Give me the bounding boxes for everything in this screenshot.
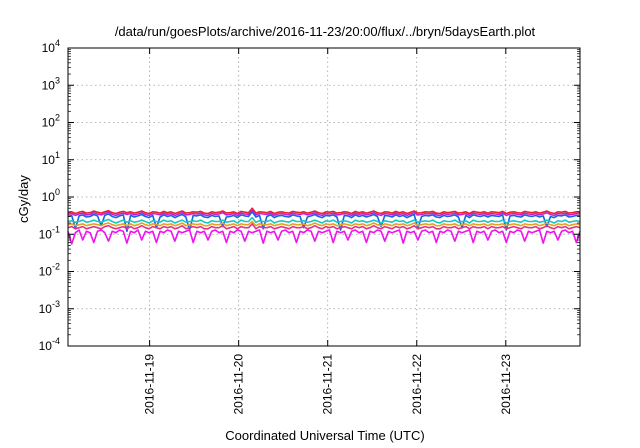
y-axis-label: cGy/day xyxy=(16,175,31,223)
y-tick-label: 104 xyxy=(42,38,60,55)
ticks-layer xyxy=(68,47,580,347)
x-tick-label: 2016-11-19 xyxy=(143,354,157,415)
series-line-7 xyxy=(67,229,581,245)
y-tick-label: 103 xyxy=(42,75,60,92)
y-tick-label: 10-2 xyxy=(39,262,60,279)
y-tick-label: 102 xyxy=(42,113,60,130)
x-tick-label: 2016-11-22 xyxy=(410,354,424,415)
y-tick-label: 101 xyxy=(42,150,60,167)
y-tick-label: 10-3 xyxy=(39,299,60,316)
y-tick-label: 10-4 xyxy=(39,336,60,353)
grid-layer xyxy=(68,48,580,346)
y-tick-label: 100 xyxy=(42,187,60,204)
y-tick-label: 10-1 xyxy=(39,224,60,241)
x-tick-label: 2016-11-20 xyxy=(232,354,246,415)
x-axis-label: Coordinated Universal Time (UTC) xyxy=(225,428,424,443)
x-tick-label: 2016-11-23 xyxy=(499,354,513,415)
series-line-4 xyxy=(67,216,581,224)
labels-layer: 10-4 10-3 10-2 10-1 100 101 102 103 104 2016-11-1… xyxy=(39,38,513,415)
series-line-6 xyxy=(67,223,581,230)
series-line-1 xyxy=(67,207,581,215)
series-line-2 xyxy=(67,209,581,217)
series-line-3 xyxy=(67,211,581,233)
x-tick-label: 2016-11-21 xyxy=(321,354,335,415)
series-line-5 xyxy=(67,220,581,227)
series-layer xyxy=(67,207,581,245)
chart-title: /data/run/goesPlots/archive/2016-11-23/2… xyxy=(115,24,536,39)
